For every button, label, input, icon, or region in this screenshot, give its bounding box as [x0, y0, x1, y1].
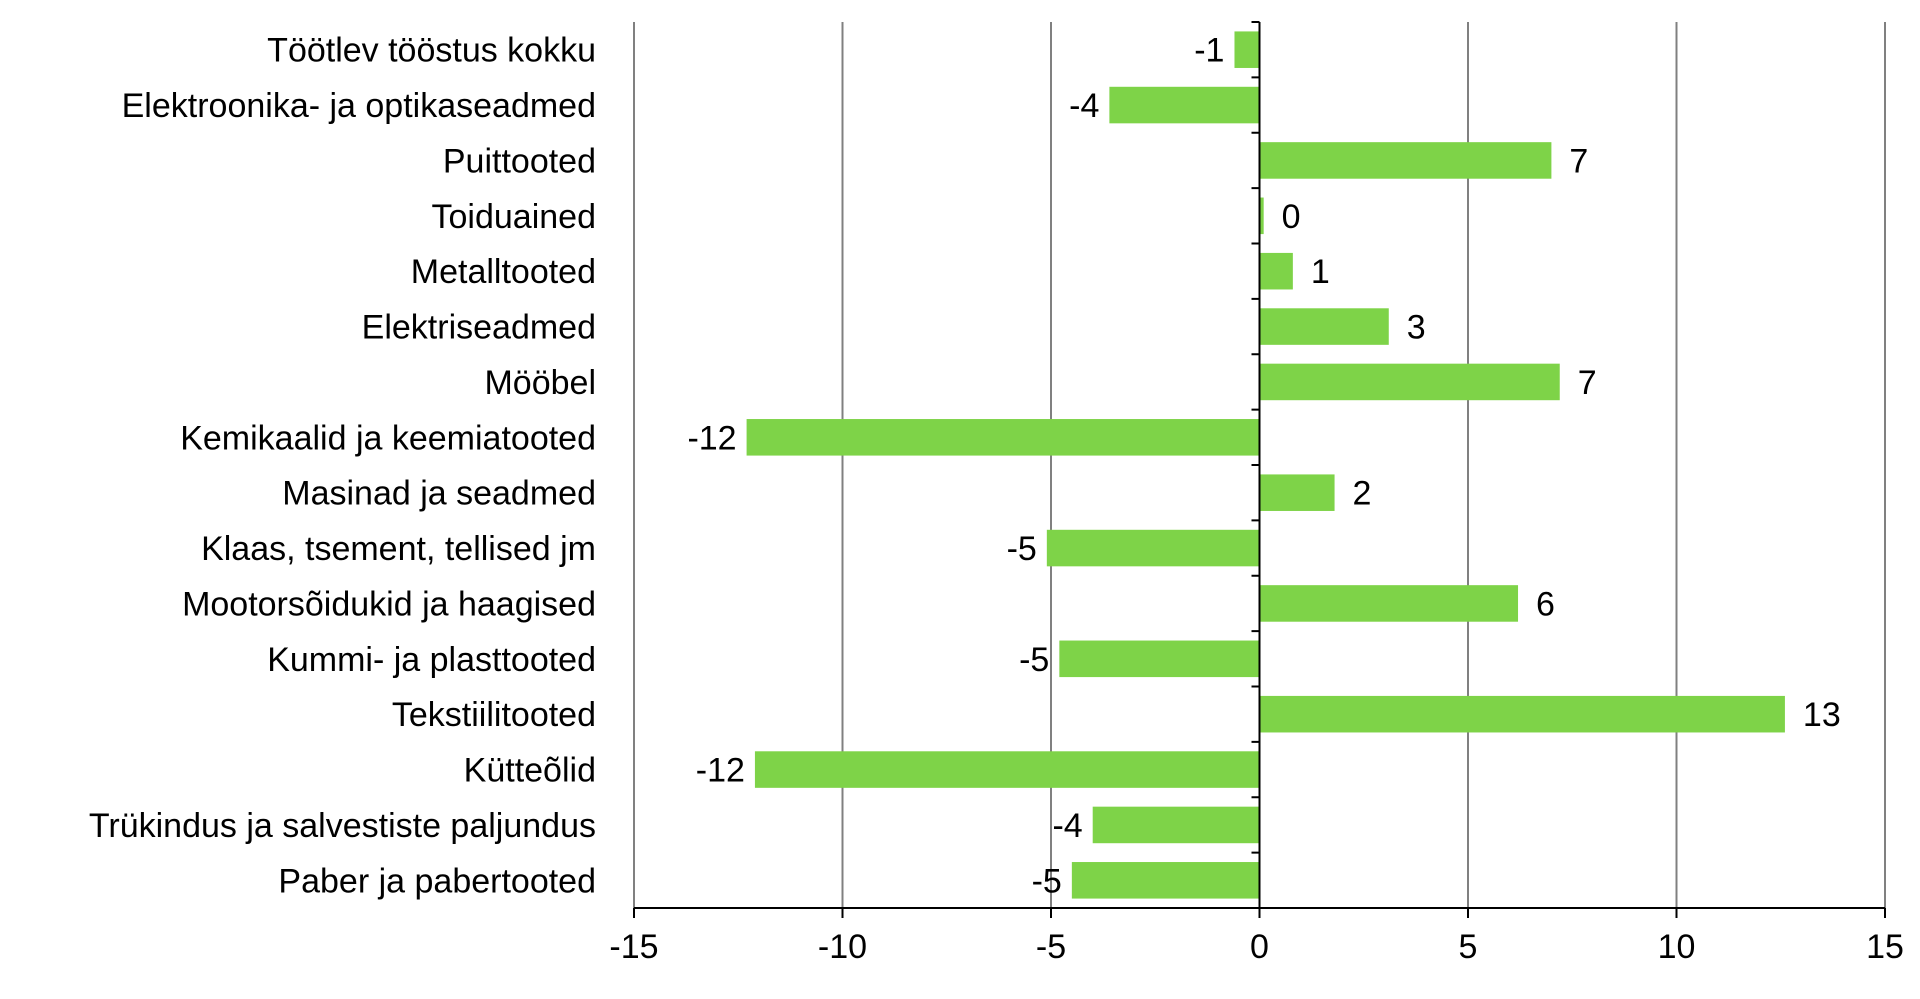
- category-label-6: Mööbel: [484, 364, 596, 402]
- data-label-10: 6: [1536, 585, 1555, 623]
- x-tick-label-4: 5: [1459, 928, 1478, 966]
- bar-4: [1259, 252, 1293, 290]
- category-label-4: Metalltooted: [411, 253, 596, 291]
- bar-3: [1259, 197, 1264, 235]
- data-label-5: 3: [1407, 309, 1426, 347]
- x-tick-label-3: 0: [1250, 928, 1269, 966]
- category-label-11: Kummi- ja plasttooted: [267, 641, 596, 679]
- bars: [746, 31, 1785, 899]
- x-tick-label-5: 10: [1658, 928, 1696, 966]
- data-label-14: -4: [1052, 807, 1082, 845]
- x-tick-label-6: 15: [1866, 928, 1904, 966]
- category-label-8: Masinad ja seadmed: [282, 475, 596, 513]
- bar-0: [1234, 31, 1260, 68]
- category-label-1: Elektroonika- ja optikaseadmed: [122, 87, 596, 125]
- bar-5: [1259, 308, 1389, 345]
- category-label-12: Tekstiilitooted: [392, 696, 596, 734]
- bar-7: [746, 419, 1260, 456]
- bar-11: [1059, 640, 1260, 678]
- data-label-1: -4: [1069, 87, 1099, 125]
- x-tick-label-0: -15: [609, 928, 658, 966]
- category-label-2: Puittooted: [443, 142, 596, 180]
- bar-8: [1259, 474, 1335, 511]
- data-label-6: 7: [1578, 364, 1597, 402]
- x-tick-label-2: -5: [1036, 928, 1066, 966]
- data-label-7: -12: [687, 419, 736, 457]
- bar-9: [1046, 529, 1260, 567]
- data-label-2: 7: [1569, 142, 1588, 180]
- category-label-14: Trükindus ja salvestiste paljundus: [89, 807, 596, 845]
- category-label-9: Klaas, tsement, tellised jm: [201, 530, 596, 568]
- bar-2: [1259, 142, 1552, 179]
- bar-14: [1092, 806, 1260, 844]
- bar-12: [1259, 695, 1785, 733]
- category-label-15: Paber ja pabertooted: [278, 862, 596, 900]
- axes: [633, 21, 1886, 918]
- bar-10: [1259, 585, 1519, 622]
- x-tick-label-1: -10: [818, 928, 867, 966]
- bar-15: [1071, 862, 1260, 899]
- category-label-13: Kütteõlid: [464, 752, 596, 790]
- bar-1: [1109, 86, 1260, 124]
- data-label-15: -5: [1032, 862, 1062, 900]
- category-label-7: Kemikaalid ja keemiatooted: [180, 419, 596, 457]
- data-label-8: 2: [1353, 475, 1372, 513]
- category-label-10: Mootorsõidukid ja haagised: [182, 585, 596, 623]
- data-label-9: -5: [1007, 530, 1037, 568]
- category-label-3: Toiduained: [432, 198, 596, 236]
- data-label-12: 13: [1803, 696, 1841, 734]
- data-label-0: -1: [1194, 32, 1224, 70]
- category-label-5: Elektriseadmed: [362, 309, 596, 347]
- data-label-4: 1: [1311, 253, 1330, 291]
- bar-6: [1259, 363, 1560, 401]
- data-label-11: -5: [1019, 641, 1049, 679]
- category-label-0: Töötlev tööstus kokku: [267, 32, 596, 70]
- data-label-3: 0: [1282, 198, 1301, 236]
- bar-13: [754, 751, 1260, 788]
- data-label-13: -12: [696, 752, 745, 790]
